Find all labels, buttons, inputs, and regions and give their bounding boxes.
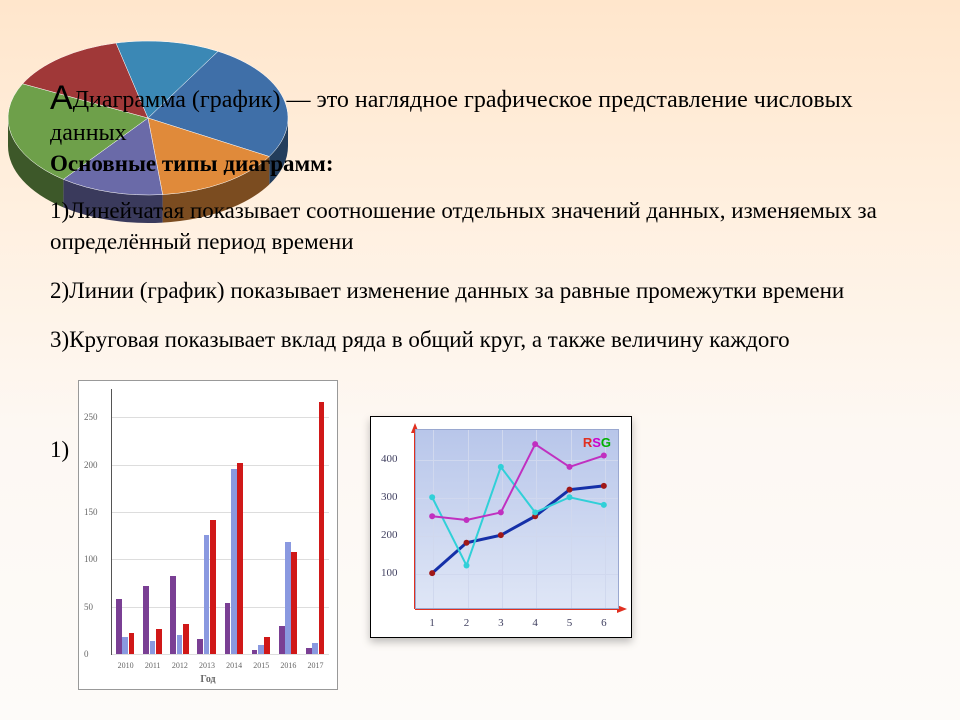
- bar: [177, 635, 183, 654]
- bar: [197, 639, 203, 654]
- bar-xtick: 2010: [118, 661, 134, 670]
- bar-plot-area: 0501001502002502010201120122013201420152…: [111, 389, 329, 655]
- logo-s: S: [592, 435, 601, 450]
- bar: [264, 637, 270, 654]
- bar: [312, 643, 318, 654]
- bar-ytick: 100: [84, 554, 98, 564]
- line-marker: [429, 494, 435, 500]
- bar: [156, 629, 162, 654]
- type-item-2: 2)Линии (график) показывает изменение да…: [50, 275, 910, 306]
- bar: [143, 586, 149, 654]
- line-marker: [498, 464, 504, 470]
- line-series-svg: [371, 417, 633, 639]
- dropcap: А: [50, 79, 73, 117]
- line-marker: [498, 509, 504, 515]
- types-heading: Основные типы диаграмм:: [50, 148, 910, 179]
- bar-chart: 0 50 100 150 200 250 2010 2011 2012 2013 2014 2015 2…: [78, 380, 338, 690]
- bar: [225, 603, 231, 654]
- bar: [204, 535, 210, 654]
- line-xtick: 2: [464, 617, 470, 629]
- line-xtick: 4: [532, 617, 538, 629]
- bar-ytick: 150: [84, 507, 98, 517]
- bar: [279, 626, 285, 654]
- bar-group: [197, 389, 216, 654]
- bar: [150, 641, 156, 654]
- line-marker: [601, 483, 607, 489]
- bar: [306, 648, 312, 654]
- line-marker: [567, 464, 573, 470]
- bar: [210, 520, 216, 654]
- line-marker: [567, 487, 573, 493]
- line-marker: [601, 502, 607, 508]
- bar-xtick: 2014: [226, 661, 242, 670]
- line-xtick: 5: [567, 617, 573, 629]
- bar: [129, 633, 135, 654]
- bar: [116, 599, 122, 654]
- bar-group: [225, 389, 244, 654]
- line-marker: [601, 453, 607, 459]
- body-text: Основные типы диаграмм: 1)Линейчатая пок…: [50, 148, 910, 373]
- bar: [285, 542, 291, 654]
- bar-ytick: 0: [84, 649, 89, 659]
- line-ytick: 300: [381, 491, 398, 503]
- line-marker: [464, 540, 470, 546]
- rsg-logo: RSG: [583, 435, 611, 450]
- bar: [183, 624, 189, 654]
- line-marker: [429, 570, 435, 576]
- line-series: [432, 444, 604, 520]
- type-item-3: 3)Круговая показывает вклад ряда в общий…: [50, 324, 910, 355]
- line-marker: [464, 563, 470, 569]
- slide: АДиаграмма (график) — это наглядное граф…: [0, 0, 960, 720]
- bar-gridline: [112, 654, 329, 655]
- bar: [319, 402, 325, 654]
- bar: [252, 650, 258, 654]
- bar-group: [279, 389, 298, 654]
- title-text: АДиаграмма (график) — это наглядное граф…: [50, 75, 910, 148]
- line-xtick: 3: [498, 617, 504, 629]
- line-ytick: 200: [381, 529, 398, 541]
- bar-ytick: 250: [84, 412, 98, 422]
- bar-group: [116, 389, 135, 654]
- bar: [237, 463, 243, 654]
- bar-group: [143, 389, 162, 654]
- line-ytick: 100: [381, 567, 398, 579]
- bar: [231, 469, 237, 655]
- bar-xtick: 2012: [172, 661, 188, 670]
- label-1: 1): [50, 437, 69, 463]
- line-marker: [464, 517, 470, 523]
- bar-xtick: 2013: [199, 661, 215, 670]
- bar: [258, 645, 264, 654]
- bar-xtick: 2016: [280, 661, 296, 670]
- bar: [291, 552, 297, 654]
- title-line: Диаграмма (график) — это наглядное графи…: [50, 87, 853, 146]
- line-marker: [498, 532, 504, 538]
- logo-g: G: [601, 435, 611, 450]
- bar-xtick: 2017: [307, 661, 323, 670]
- bar-group: [252, 389, 271, 654]
- bar: [122, 637, 128, 654]
- bar-xtick: 2015: [253, 661, 269, 670]
- line-xtick: 6: [601, 617, 607, 629]
- line-marker: [532, 509, 538, 515]
- line-marker: [567, 494, 573, 500]
- bar-ytick: 200: [84, 460, 98, 470]
- bar-xtick: 2011: [145, 661, 161, 670]
- logo-r: R: [583, 435, 592, 450]
- bar-xlabel: Год: [79, 674, 337, 685]
- type-item-1: 1)Линейчатая показывает соотношение отде…: [50, 195, 910, 257]
- bar-group: [306, 389, 325, 654]
- line-chart: RSG 100 200 300 400 1 2 3 4 5 6: [370, 416, 632, 638]
- bar-group: [170, 389, 189, 654]
- line-marker: [532, 441, 538, 447]
- line-marker: [429, 513, 435, 519]
- bar: [170, 576, 176, 654]
- bar-ytick: 50: [84, 602, 93, 612]
- line-xtick: 1: [429, 617, 435, 629]
- line-ytick: 400: [381, 453, 398, 465]
